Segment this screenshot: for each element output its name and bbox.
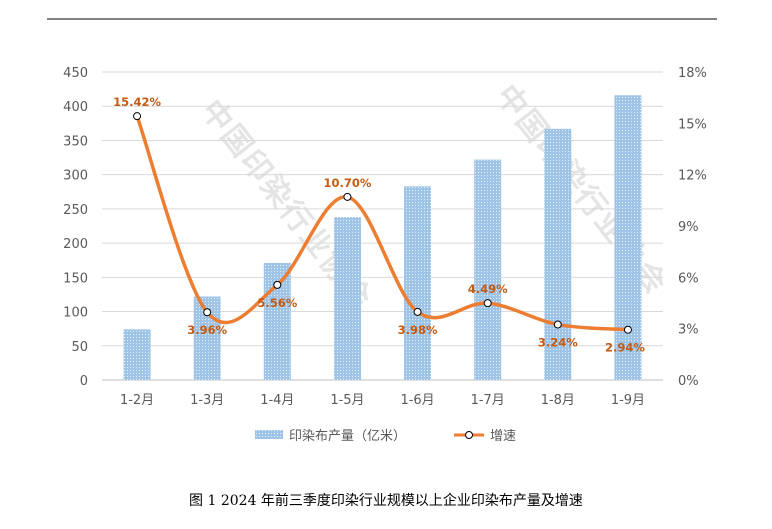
x-tick-label: 1-9月 [611, 393, 645, 408]
figure-caption: 图 1 2024 年前三季度印染行业规模以上企业印染布产量及增速 [189, 493, 583, 509]
growth-marker-1-6月 [413, 307, 422, 316]
y-left-tick-label: 300 [63, 169, 88, 184]
growth-data-label: 15.42% [113, 95, 161, 109]
y-left-tick-label: 350 [63, 134, 88, 149]
growth-data-label: 5.56% [257, 296, 297, 310]
growth-data-label: 2.94% [605, 341, 645, 355]
y-left-tick-label: 200 [63, 237, 88, 252]
bar-1-4月 [263, 262, 291, 380]
growth-data-label: 4.49% [468, 282, 508, 296]
y-right-tick-label: 0% [678, 374, 699, 389]
growth-marker-1-4月 [273, 280, 282, 289]
x-tick-label: 1-7月 [471, 393, 505, 408]
growth-data-label: 3.98% [398, 323, 438, 337]
growth-marker-1-7月 [483, 299, 492, 308]
legend-bar-swatch [255, 430, 283, 439]
bar-1-5月 [333, 217, 361, 380]
y-right-tick-label: 6% [678, 271, 699, 286]
y-right-tick-label: 3% [678, 323, 699, 338]
legend: 印染布产量（亿米） 增速 [255, 429, 516, 444]
y-right-tick-label: 15% [678, 117, 707, 132]
legend-line-label: 增速 [490, 429, 516, 444]
y-left-tick-label: 450 [63, 66, 88, 81]
bar-1-2月 [123, 329, 151, 380]
x-tick-label: 1-5月 [330, 393, 364, 408]
x-tick-label: 1-8月 [541, 393, 575, 408]
chart-svg: 0 50 100 150 200 250 300 350 400 450 0% 3% 6% 9% 12% 15… [47, 18, 717, 444]
growth-rate-line [135, 114, 630, 332]
growth-data-label: 10.70% [323, 176, 371, 190]
growth-marker-1-5月 [343, 192, 352, 201]
bar-1-8月 [544, 128, 572, 380]
growth-marker-1-8月 [553, 320, 562, 329]
growth-data-label: 3.24% [538, 336, 578, 350]
watermark: 中国印染行业协会 [489, 78, 674, 301]
growth-data-label: 3.96% [187, 323, 227, 337]
legend-bar-label: 印染布产量（亿米） [289, 429, 406, 444]
y-right-tick-label: 18% [678, 66, 707, 81]
x-tick-label: 1-3月 [190, 393, 224, 408]
bar-1-9月 [614, 95, 642, 380]
x-tick-label: 1-4月 [260, 393, 294, 408]
x-tick-label: 1-2月 [120, 393, 154, 408]
growth-marker-1-2月 [133, 112, 142, 121]
y-left-tick-label: 0 [80, 374, 88, 389]
y-left-tick-label: 100 [63, 306, 88, 321]
growth-marker-1-3月 [203, 308, 212, 317]
y-right-tick-label: 12% [678, 169, 707, 184]
y-left-tick-label: 250 [63, 203, 88, 218]
y-right-tick-label: 9% [678, 220, 699, 235]
y-left-tick-label: 400 [63, 100, 88, 115]
bar-1-6月 [404, 186, 432, 380]
y-left-tick-label: 50 [71, 340, 88, 355]
growth-marker-1-9月 [623, 325, 632, 334]
bar-1-7月 [474, 159, 502, 380]
legend-line-marker [465, 431, 473, 439]
x-tick-label: 1-6月 [400, 393, 434, 408]
y-left-tick-label: 150 [63, 271, 88, 286]
